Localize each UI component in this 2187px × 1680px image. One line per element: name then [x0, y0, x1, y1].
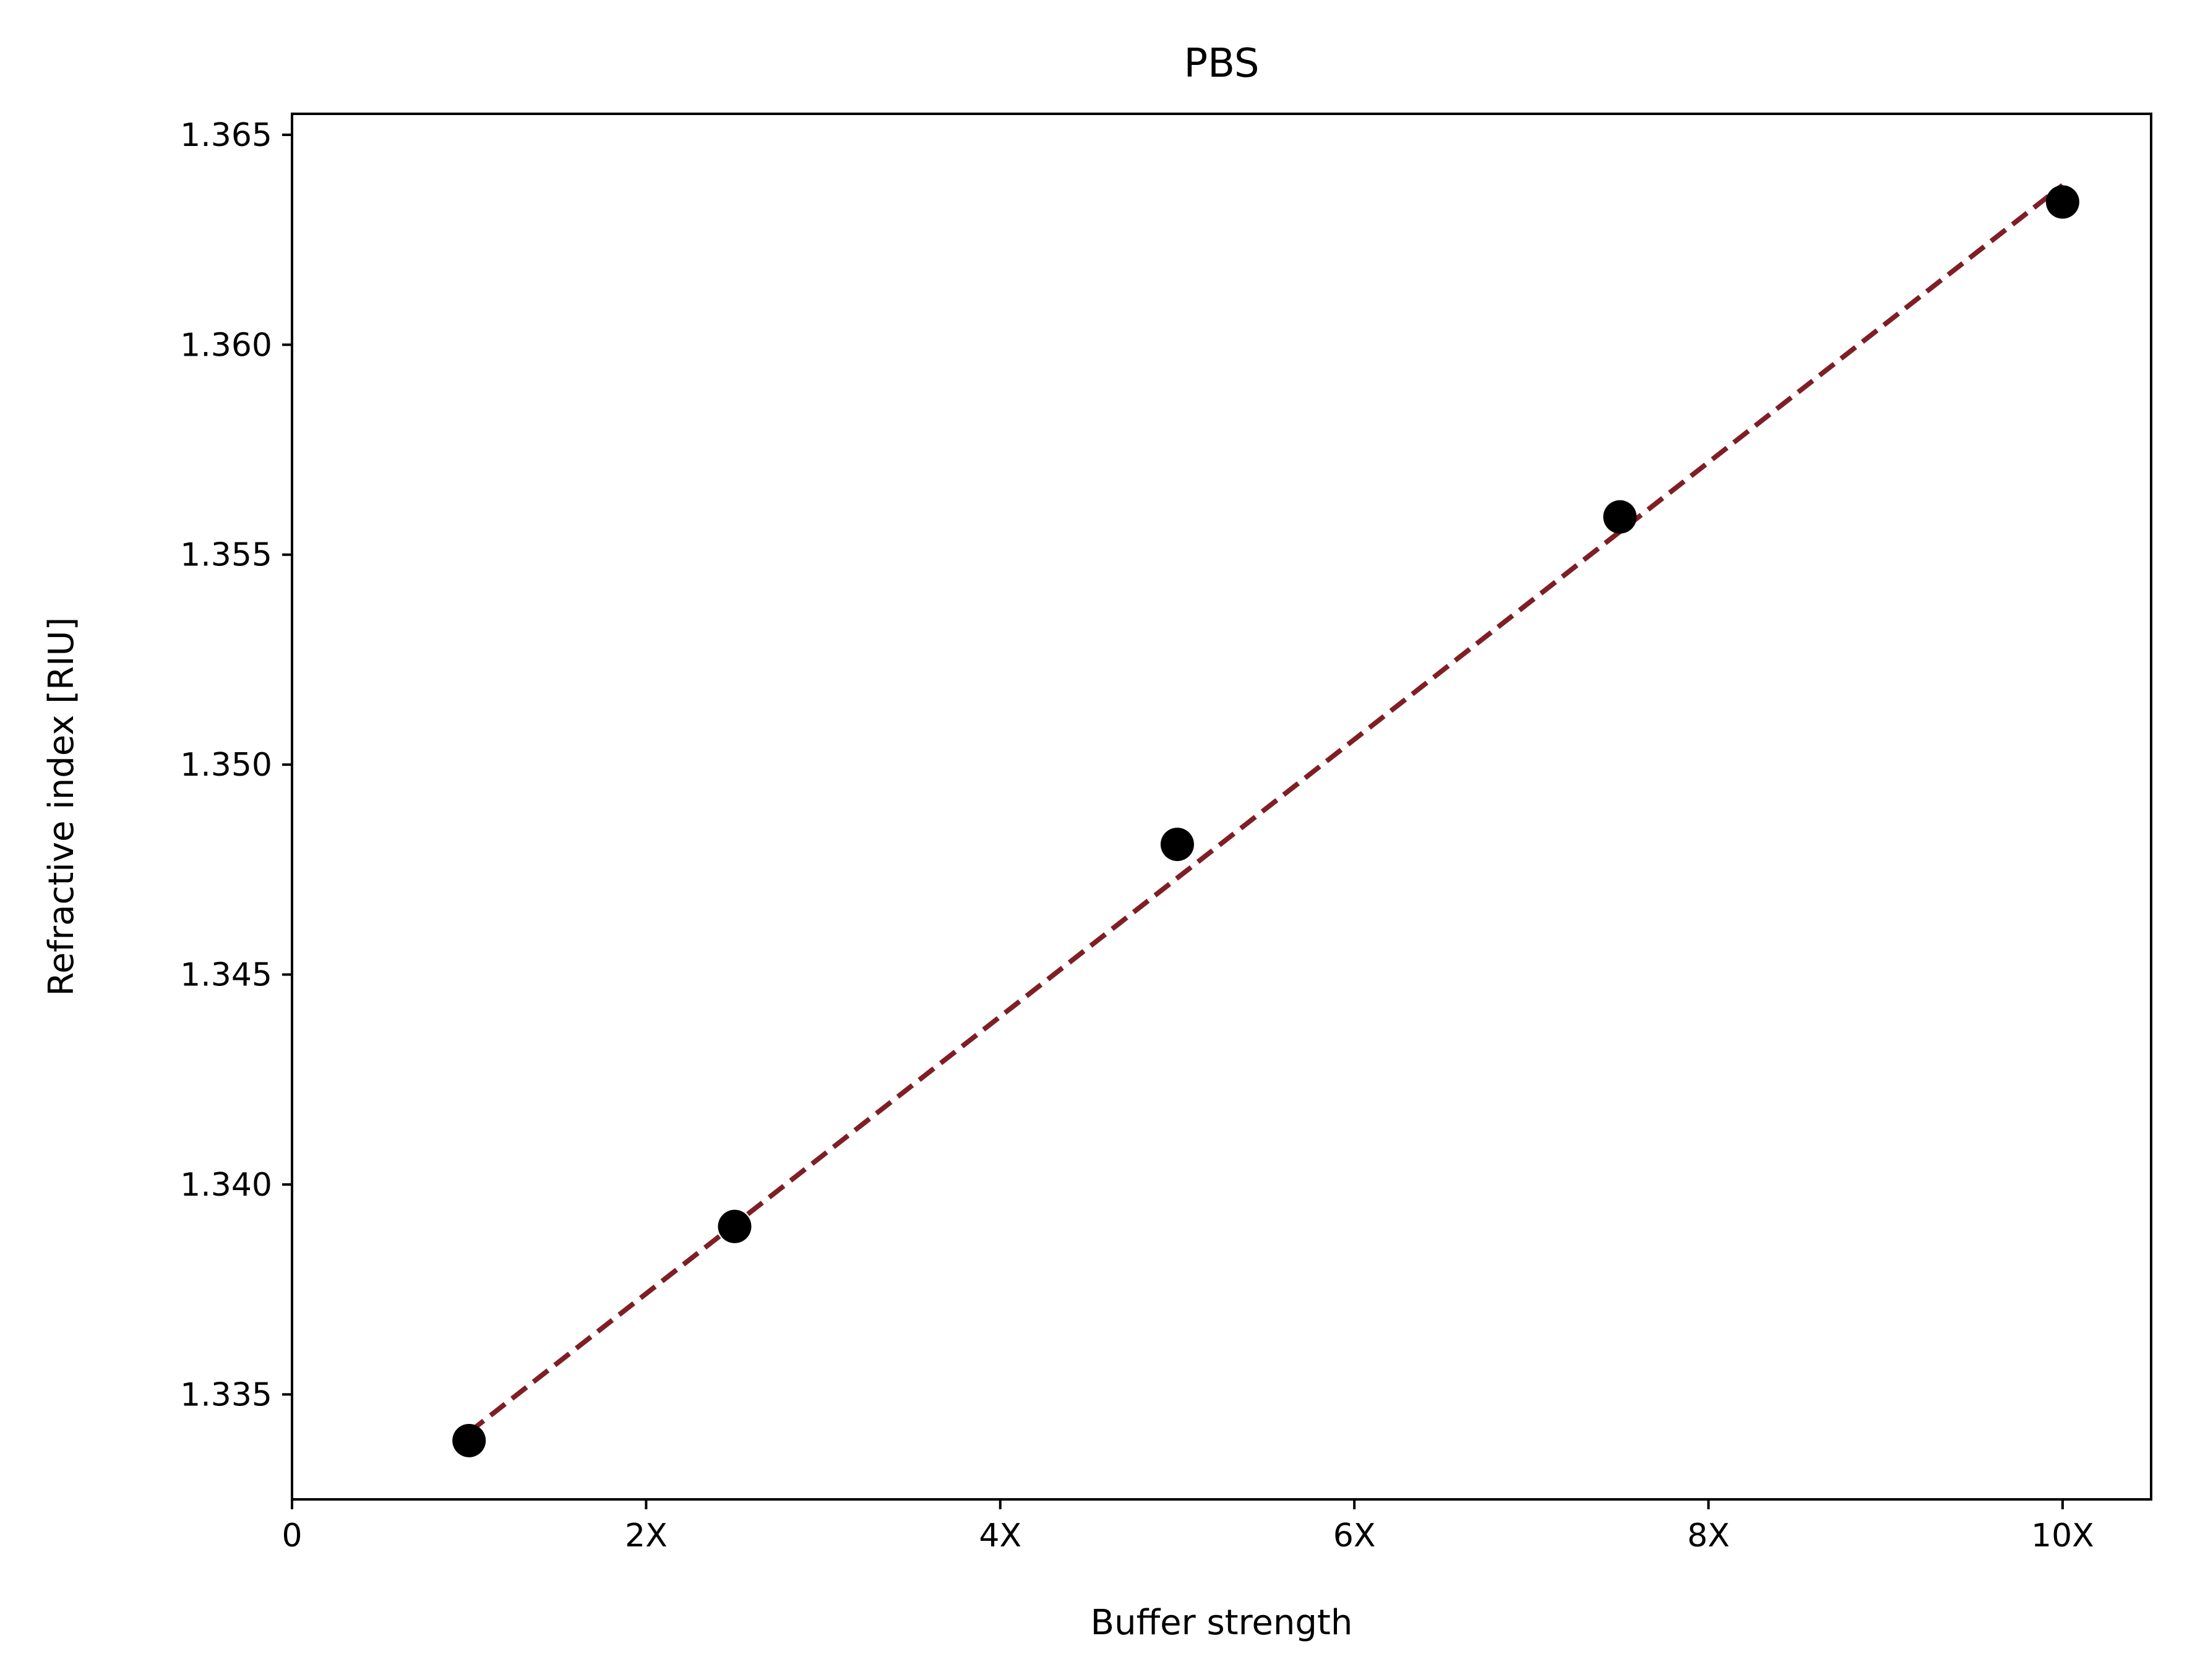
y-axis: 1.335 1.340 1.345 1.350 1.355 1.360 1.365 — [180, 117, 292, 1413]
data-point — [1160, 828, 1194, 862]
x-tick-label: 2X — [625, 1517, 668, 1554]
y-tick-label: 1.350 — [180, 747, 272, 784]
y-tick-label: 1.335 — [180, 1376, 272, 1413]
data-point — [2045, 185, 2079, 219]
x-tick-label: 6X — [1333, 1517, 1376, 1554]
chart-title: PBS — [1184, 41, 1260, 87]
y-axis-label: Refractive index [RIU] — [41, 617, 82, 996]
y-tick-label: 1.360 — [180, 327, 272, 364]
y-tick-label: 1.355 — [180, 537, 272, 574]
x-tick-label: 4X — [979, 1517, 1021, 1554]
x-tick-label: 8X — [1687, 1517, 1730, 1554]
y-tick-label: 1.340 — [180, 1167, 272, 1204]
y-tick-label: 1.345 — [180, 957, 272, 994]
x-tick-label: 10X — [2031, 1517, 2094, 1554]
data-point — [1603, 500, 1637, 534]
x-tick-label: 0 — [281, 1517, 302, 1554]
data-point — [718, 1209, 752, 1243]
plot-frame — [291, 113, 2152, 1501]
y-tick-label: 1.365 — [180, 117, 272, 154]
data-point — [452, 1423, 486, 1457]
plot-area — [452, 183, 2079, 1457]
x-axis: 0 2X 4X 6X 8X 10X — [281, 1499, 2094, 1554]
x-axis-label: Buffer strength — [1091, 1603, 1353, 1643]
